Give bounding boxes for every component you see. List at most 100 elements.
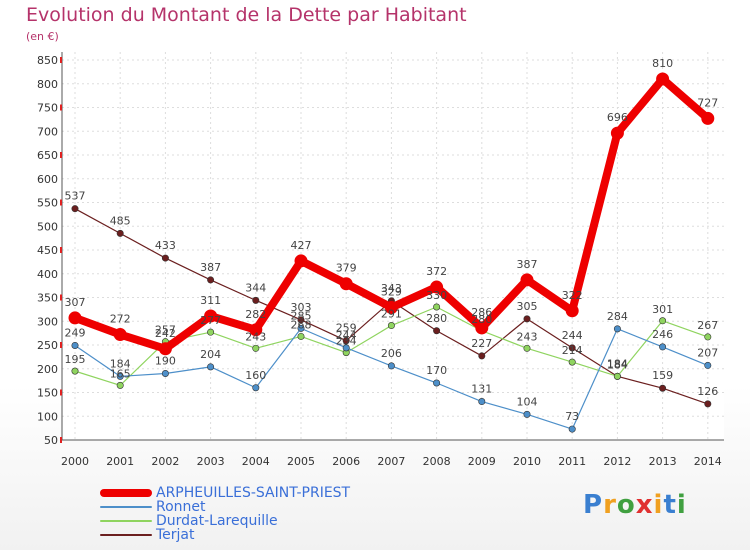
data-point xyxy=(656,72,670,86)
data-point xyxy=(433,303,441,311)
data-point xyxy=(613,372,621,380)
legend-label: ARPHEUILLES-SAINT-PRIEST xyxy=(156,485,351,501)
data-label: 291 xyxy=(381,308,402,321)
data-label: 277 xyxy=(200,314,221,327)
x-tick-label: 2009 xyxy=(468,455,496,468)
data-point xyxy=(297,316,305,324)
legend-swatch xyxy=(100,506,152,508)
data-label: 234 xyxy=(336,335,357,348)
x-tick-label: 2001 xyxy=(106,455,134,468)
data-point xyxy=(433,327,441,335)
legend-label: Durdat-Larequille xyxy=(156,513,278,529)
data-label: 285 xyxy=(291,309,312,322)
data-point xyxy=(342,337,350,345)
data-point xyxy=(430,280,444,294)
data-point xyxy=(116,381,124,389)
data-point xyxy=(249,323,263,337)
data-label: 343 xyxy=(381,282,402,295)
legend-label: Terjat xyxy=(156,527,195,543)
logo-letter: i xyxy=(653,490,664,520)
data-label: 696 xyxy=(607,111,628,124)
data-point xyxy=(568,358,576,366)
data-point xyxy=(523,315,531,323)
data-label: 243 xyxy=(517,330,538,343)
x-tick-label: 2014 xyxy=(694,455,722,468)
data-point xyxy=(297,324,305,332)
data-label: 184 xyxy=(607,358,628,371)
data-label: 227 xyxy=(471,337,492,350)
y-tick-label: 100 xyxy=(37,410,58,423)
data-label: 372 xyxy=(426,265,447,278)
data-label: 259 xyxy=(336,322,357,335)
y-tick-label: 350 xyxy=(37,292,58,305)
data-point xyxy=(68,311,82,325)
data-point xyxy=(252,344,260,352)
x-tick-label: 2010 xyxy=(513,455,541,468)
data-label: 272 xyxy=(110,313,131,326)
logo-letter: r xyxy=(603,490,617,520)
data-label: 190 xyxy=(155,355,176,368)
proxiti-logo: Proxiti xyxy=(583,490,687,520)
data-point xyxy=(161,254,169,262)
data-label: 243 xyxy=(245,330,266,343)
data-label: 246 xyxy=(652,328,673,341)
y-tick-label: 750 xyxy=(37,102,58,115)
data-label: 280 xyxy=(471,313,492,326)
data-label: 301 xyxy=(652,303,673,316)
data-point xyxy=(520,273,534,287)
data-point xyxy=(478,352,486,360)
logo-letter: i xyxy=(676,490,687,520)
data-label: 244 xyxy=(562,329,583,342)
data-label: 104 xyxy=(517,395,538,408)
data-label: 387 xyxy=(517,258,538,271)
data-point xyxy=(207,276,215,284)
data-point xyxy=(704,400,712,408)
legend-swatch xyxy=(100,534,152,536)
x-tick-label: 2002 xyxy=(151,455,179,468)
data-label: 184 xyxy=(607,357,628,370)
data-point xyxy=(158,342,172,356)
data-label: 131 xyxy=(471,383,492,396)
legend-item: ARPHEUILLES-SAINT-PRIEST xyxy=(100,486,350,500)
data-point xyxy=(384,300,398,314)
y-tick-label: 550 xyxy=(37,197,58,210)
data-point xyxy=(207,363,215,371)
data-label: 286 xyxy=(471,306,492,319)
data-point xyxy=(204,309,218,323)
data-label: 344 xyxy=(245,281,266,294)
logo-letter: x xyxy=(635,490,654,520)
y-tick-label: 800 xyxy=(37,78,58,91)
data-point xyxy=(71,367,79,375)
data-point xyxy=(116,229,124,237)
y-tick-label: 200 xyxy=(37,363,58,376)
data-point xyxy=(387,362,395,370)
data-point xyxy=(161,369,169,377)
x-tick-label: 2004 xyxy=(242,455,270,468)
data-label: 242 xyxy=(155,327,176,340)
data-label: 305 xyxy=(517,300,538,313)
y-tick-label: 300 xyxy=(37,315,58,328)
legend-swatch xyxy=(100,520,152,522)
data-label: 379 xyxy=(336,262,357,275)
y-tick-label: 50 xyxy=(44,434,58,447)
x-tick-label: 2007 xyxy=(377,455,405,468)
data-label: 159 xyxy=(652,369,673,382)
legend-swatch xyxy=(100,489,152,497)
logo-letter: o xyxy=(616,490,636,520)
x-tick-label: 2003 xyxy=(197,455,225,468)
logo-letter: t xyxy=(663,490,677,520)
x-tick-label: 2005 xyxy=(287,455,315,468)
data-point xyxy=(659,384,667,392)
data-label: 329 xyxy=(381,285,402,298)
data-point xyxy=(475,321,489,335)
data-label: 284 xyxy=(607,310,628,323)
x-tick-label: 2011 xyxy=(558,455,586,468)
logo-letter: P xyxy=(583,490,604,520)
data-label: 160 xyxy=(245,369,266,382)
data-point xyxy=(252,296,260,304)
data-label: 311 xyxy=(200,294,221,307)
x-tick-label: 2000 xyxy=(61,455,89,468)
data-point xyxy=(701,111,715,125)
data-point xyxy=(339,277,353,291)
